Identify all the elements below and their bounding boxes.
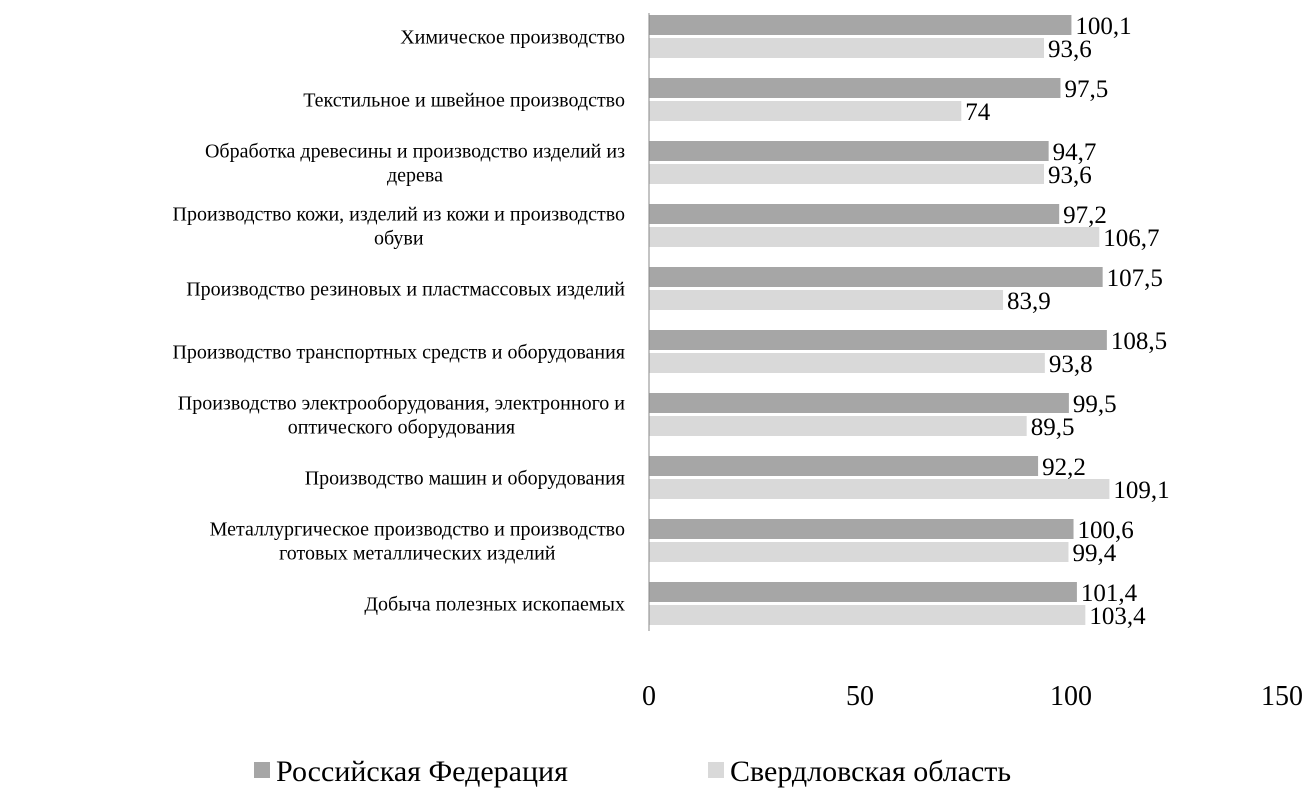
bar-rf-5: [649, 330, 1107, 350]
value-label-rf-8: 100,6: [1078, 517, 1134, 544]
legend: Российская Федерация Свердловская область: [254, 755, 1011, 788]
category-label-1: Текстильное и швейное производство: [303, 90, 625, 112]
value-label-sverdlovsk-0: 93,6: [1048, 36, 1092, 63]
bar-rf-2: [649, 141, 1049, 161]
bar-sverdlovsk-8: [649, 542, 1069, 562]
value-label-sverdlovsk-4: 83,9: [1007, 288, 1051, 315]
category-label-5: Производство транспортных средств и обор…: [172, 342, 625, 364]
value-label-rf-5: 108,5: [1111, 328, 1167, 355]
legend-swatch-rf: [254, 762, 270, 778]
value-label-sverdlovsk-2: 93,6: [1048, 162, 1092, 189]
x-tick-label-0: 0: [642, 681, 656, 712]
category-label-4: Производство резиновых и пластмассовых и…: [186, 279, 625, 301]
category-label-0: Химическое производство: [400, 27, 625, 49]
bar-sverdlovsk-3: [649, 227, 1100, 247]
value-label-rf-0: 100,1: [1075, 13, 1131, 40]
bar-rf-4: [649, 267, 1103, 287]
bar-sverdlovsk-1: [649, 101, 962, 121]
value-label-rf-9: 101,4: [1081, 580, 1138, 607]
legend-label-sverdlovsk: Свердловская область: [730, 755, 1011, 788]
value-label-sverdlovsk-7: 109,1: [1113, 477, 1169, 504]
x-tick-label-1: 50: [846, 681, 874, 712]
legend-label-rf: Российская Федерация: [276, 755, 568, 788]
bar-rf-1: [649, 78, 1061, 98]
category-label-3: Производство кожи, изделий из кожи и про…: [173, 204, 625, 250]
bar-sverdlovsk-6: [649, 416, 1027, 436]
category-label-6: Производство электрооборудования, электр…: [178, 393, 626, 439]
category-label-7: Производство машин и оборудования: [305, 468, 625, 490]
value-label-rf-2: 94,7: [1053, 139, 1097, 166]
bar-rf-9: [649, 582, 1077, 602]
bar-sverdlovsk-5: [649, 353, 1045, 373]
legend-swatch-sverdlovsk: [708, 762, 724, 778]
value-label-rf-3: 97,2: [1063, 202, 1107, 229]
bar-sverdlovsk-7: [649, 479, 1110, 499]
category-label-9: Добыча полезных ископаемых: [364, 594, 625, 616]
category-label-2: Обработка древесины и производство издел…: [205, 141, 625, 187]
bar-sverdlovsk-9: [649, 605, 1086, 625]
bar-sverdlovsk-0: [649, 38, 1044, 58]
bar-rf-8: [649, 519, 1074, 539]
value-label-rf-4: 107,5: [1107, 265, 1163, 292]
value-label-sverdlovsk-3: 106,7: [1103, 225, 1159, 252]
bar-sverdlovsk-2: [649, 164, 1044, 184]
value-label-rf-6: 99,5: [1073, 391, 1117, 418]
bar-rf-7: [649, 456, 1039, 476]
value-label-sverdlovsk-8: 99,4: [1072, 540, 1116, 567]
value-label-sverdlovsk-1: 74: [965, 99, 991, 126]
category-label-8: Металлургическое производство и производ…: [210, 519, 625, 565]
bar-rf-0: [649, 15, 1072, 35]
x-tick-label-2: 100: [1050, 681, 1092, 712]
bar-rf-6: [649, 393, 1069, 413]
value-label-rf-7: 92,2: [1042, 454, 1086, 481]
value-label-sverdlovsk-5: 93,8: [1049, 351, 1093, 378]
value-label-rf-1: 97,5: [1064, 76, 1108, 103]
bar-sverdlovsk-4: [649, 290, 1004, 310]
value-label-sverdlovsk-9: 103,4: [1089, 603, 1146, 630]
value-label-sverdlovsk-6: 89,5: [1031, 414, 1075, 441]
bar-rf-3: [649, 204, 1060, 224]
x-tick-label-3: 150: [1261, 681, 1303, 712]
